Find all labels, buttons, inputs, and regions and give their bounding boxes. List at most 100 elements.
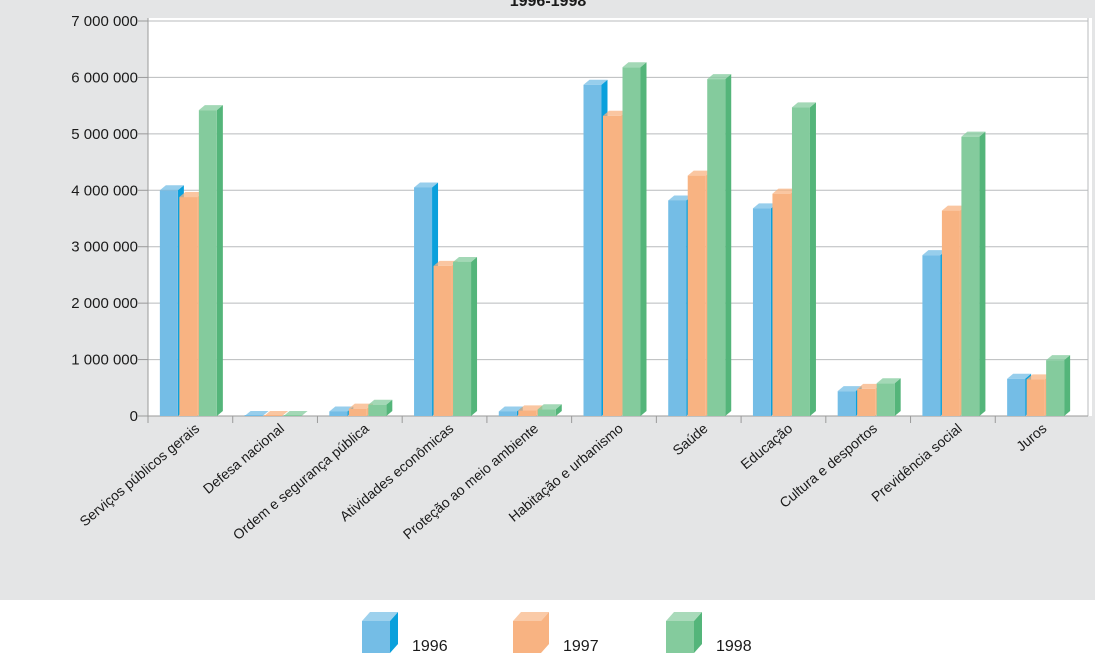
bar-top xyxy=(941,205,966,211)
bar-top xyxy=(857,383,882,389)
bar-top xyxy=(668,195,693,201)
bar-side xyxy=(640,62,647,417)
bar-top xyxy=(198,105,223,111)
bar-side xyxy=(471,256,478,416)
legend-item: 1996 xyxy=(362,612,448,653)
y-tick-label: 5 000 000 xyxy=(71,126,138,143)
bar-front xyxy=(857,388,876,416)
y-tick-label: 7 000 000 xyxy=(71,13,138,30)
legend-swatch xyxy=(666,621,694,653)
bar xyxy=(961,131,986,416)
bar-front xyxy=(752,208,771,416)
y-tick-label: 0 xyxy=(130,408,138,425)
bar-front xyxy=(583,84,602,416)
bar-front xyxy=(348,408,367,416)
bar-top xyxy=(368,399,393,405)
bar xyxy=(264,411,289,416)
bar-top xyxy=(329,406,354,412)
legend-label: 1998 xyxy=(716,638,752,653)
bar-front xyxy=(1026,379,1045,416)
bar-front xyxy=(687,175,706,416)
bar-front xyxy=(791,107,810,416)
bar-side xyxy=(979,131,986,416)
bar-front xyxy=(537,409,556,416)
bar-top xyxy=(687,170,712,176)
legend-swatch-top xyxy=(362,612,398,621)
bar-front xyxy=(414,187,433,416)
bar-front xyxy=(159,190,178,416)
bar-front xyxy=(498,411,517,416)
y-tick-label: 4 000 000 xyxy=(71,182,138,199)
y-tick-label: 6 000 000 xyxy=(71,69,138,86)
bar-front xyxy=(707,79,726,416)
bar-top xyxy=(264,411,289,416)
bar-front xyxy=(283,415,302,416)
bar xyxy=(453,256,478,416)
legend-swatch xyxy=(362,621,390,653)
bar-front xyxy=(922,255,941,416)
bar-front xyxy=(453,261,472,416)
bar-top xyxy=(772,188,797,194)
bar-top xyxy=(283,411,308,416)
bar-top xyxy=(179,192,204,198)
bar-top xyxy=(537,404,562,410)
bar-side xyxy=(1064,355,1071,416)
bar-top xyxy=(603,110,627,116)
bar-top xyxy=(453,256,478,262)
legend-swatch-top xyxy=(513,612,549,621)
bar-side xyxy=(809,102,816,416)
legend-item: 1997 xyxy=(513,612,599,653)
bar-front xyxy=(518,410,537,416)
bar xyxy=(198,105,223,417)
bar-front xyxy=(1046,360,1065,416)
y-tick-label: 3 000 000 xyxy=(71,239,138,256)
y-axis: 0 1 000 000 2 000 000 3 000 000 4 000 000 5 0… xyxy=(71,13,1088,425)
bar-top xyxy=(707,74,732,80)
bar-top xyxy=(622,62,647,68)
bar-front xyxy=(1007,378,1026,416)
y-tick-label: 2 000 000 xyxy=(71,295,138,312)
legend-label: 1996 xyxy=(412,638,448,653)
bar-front xyxy=(603,115,621,417)
bar-front xyxy=(622,67,641,417)
bar-front xyxy=(329,411,348,416)
bar-top xyxy=(348,403,373,409)
bar-top xyxy=(791,102,816,108)
chart-title: 1996-1998 xyxy=(510,0,587,10)
legend-swatch-side xyxy=(541,612,549,653)
bar-top xyxy=(752,203,777,209)
bar-front xyxy=(198,110,217,417)
bar-side xyxy=(725,74,732,416)
bar-front xyxy=(837,391,856,416)
bar-front xyxy=(772,193,791,416)
bar-front xyxy=(961,136,980,416)
bar-top xyxy=(961,131,986,137)
bar-top xyxy=(498,406,523,412)
bar-front xyxy=(876,383,895,416)
bar xyxy=(791,102,816,416)
bar-side xyxy=(386,399,393,416)
bar xyxy=(368,399,393,416)
legend: 1996 1997 1998 xyxy=(362,612,752,653)
bar-front xyxy=(244,415,263,416)
bar xyxy=(537,404,562,416)
bar-side xyxy=(894,378,901,416)
bar-top xyxy=(414,182,439,188)
bar-side xyxy=(555,404,562,416)
bar-front xyxy=(179,197,198,416)
legend-swatch-top xyxy=(666,612,702,621)
legend-swatch xyxy=(513,621,541,653)
legend-swatch-side xyxy=(390,612,398,653)
bar xyxy=(283,411,308,416)
bar-top xyxy=(1026,374,1051,380)
bar-top xyxy=(244,411,269,416)
bar-top xyxy=(518,405,543,411)
bar-top xyxy=(876,378,901,384)
bar xyxy=(1046,355,1071,416)
bar xyxy=(622,62,647,417)
bar-side xyxy=(216,105,223,417)
bars xyxy=(159,62,1071,417)
bar-front xyxy=(941,210,960,416)
y-tick-label: 1 000 000 xyxy=(71,352,138,369)
